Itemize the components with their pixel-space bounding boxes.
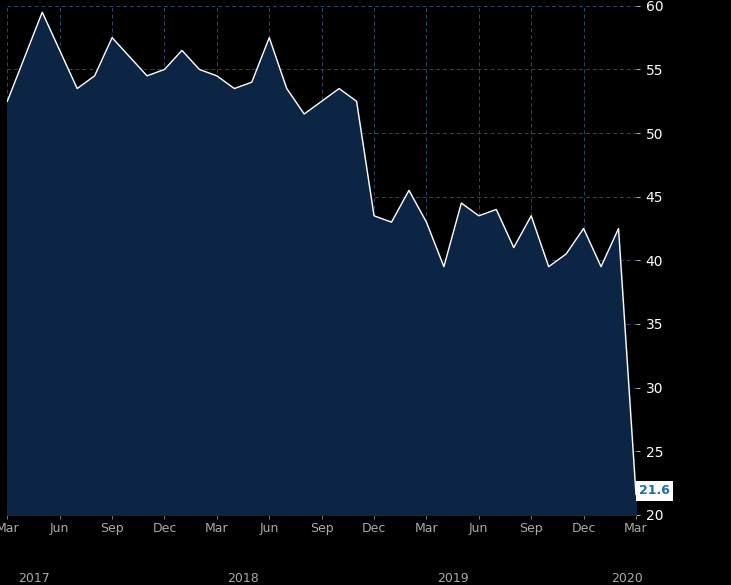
- Text: 2017: 2017: [18, 572, 50, 585]
- Text: 21.6: 21.6: [640, 484, 670, 497]
- Text: 2019: 2019: [437, 572, 469, 585]
- Text: 2020: 2020: [611, 572, 643, 585]
- Text: 2018: 2018: [227, 572, 259, 585]
